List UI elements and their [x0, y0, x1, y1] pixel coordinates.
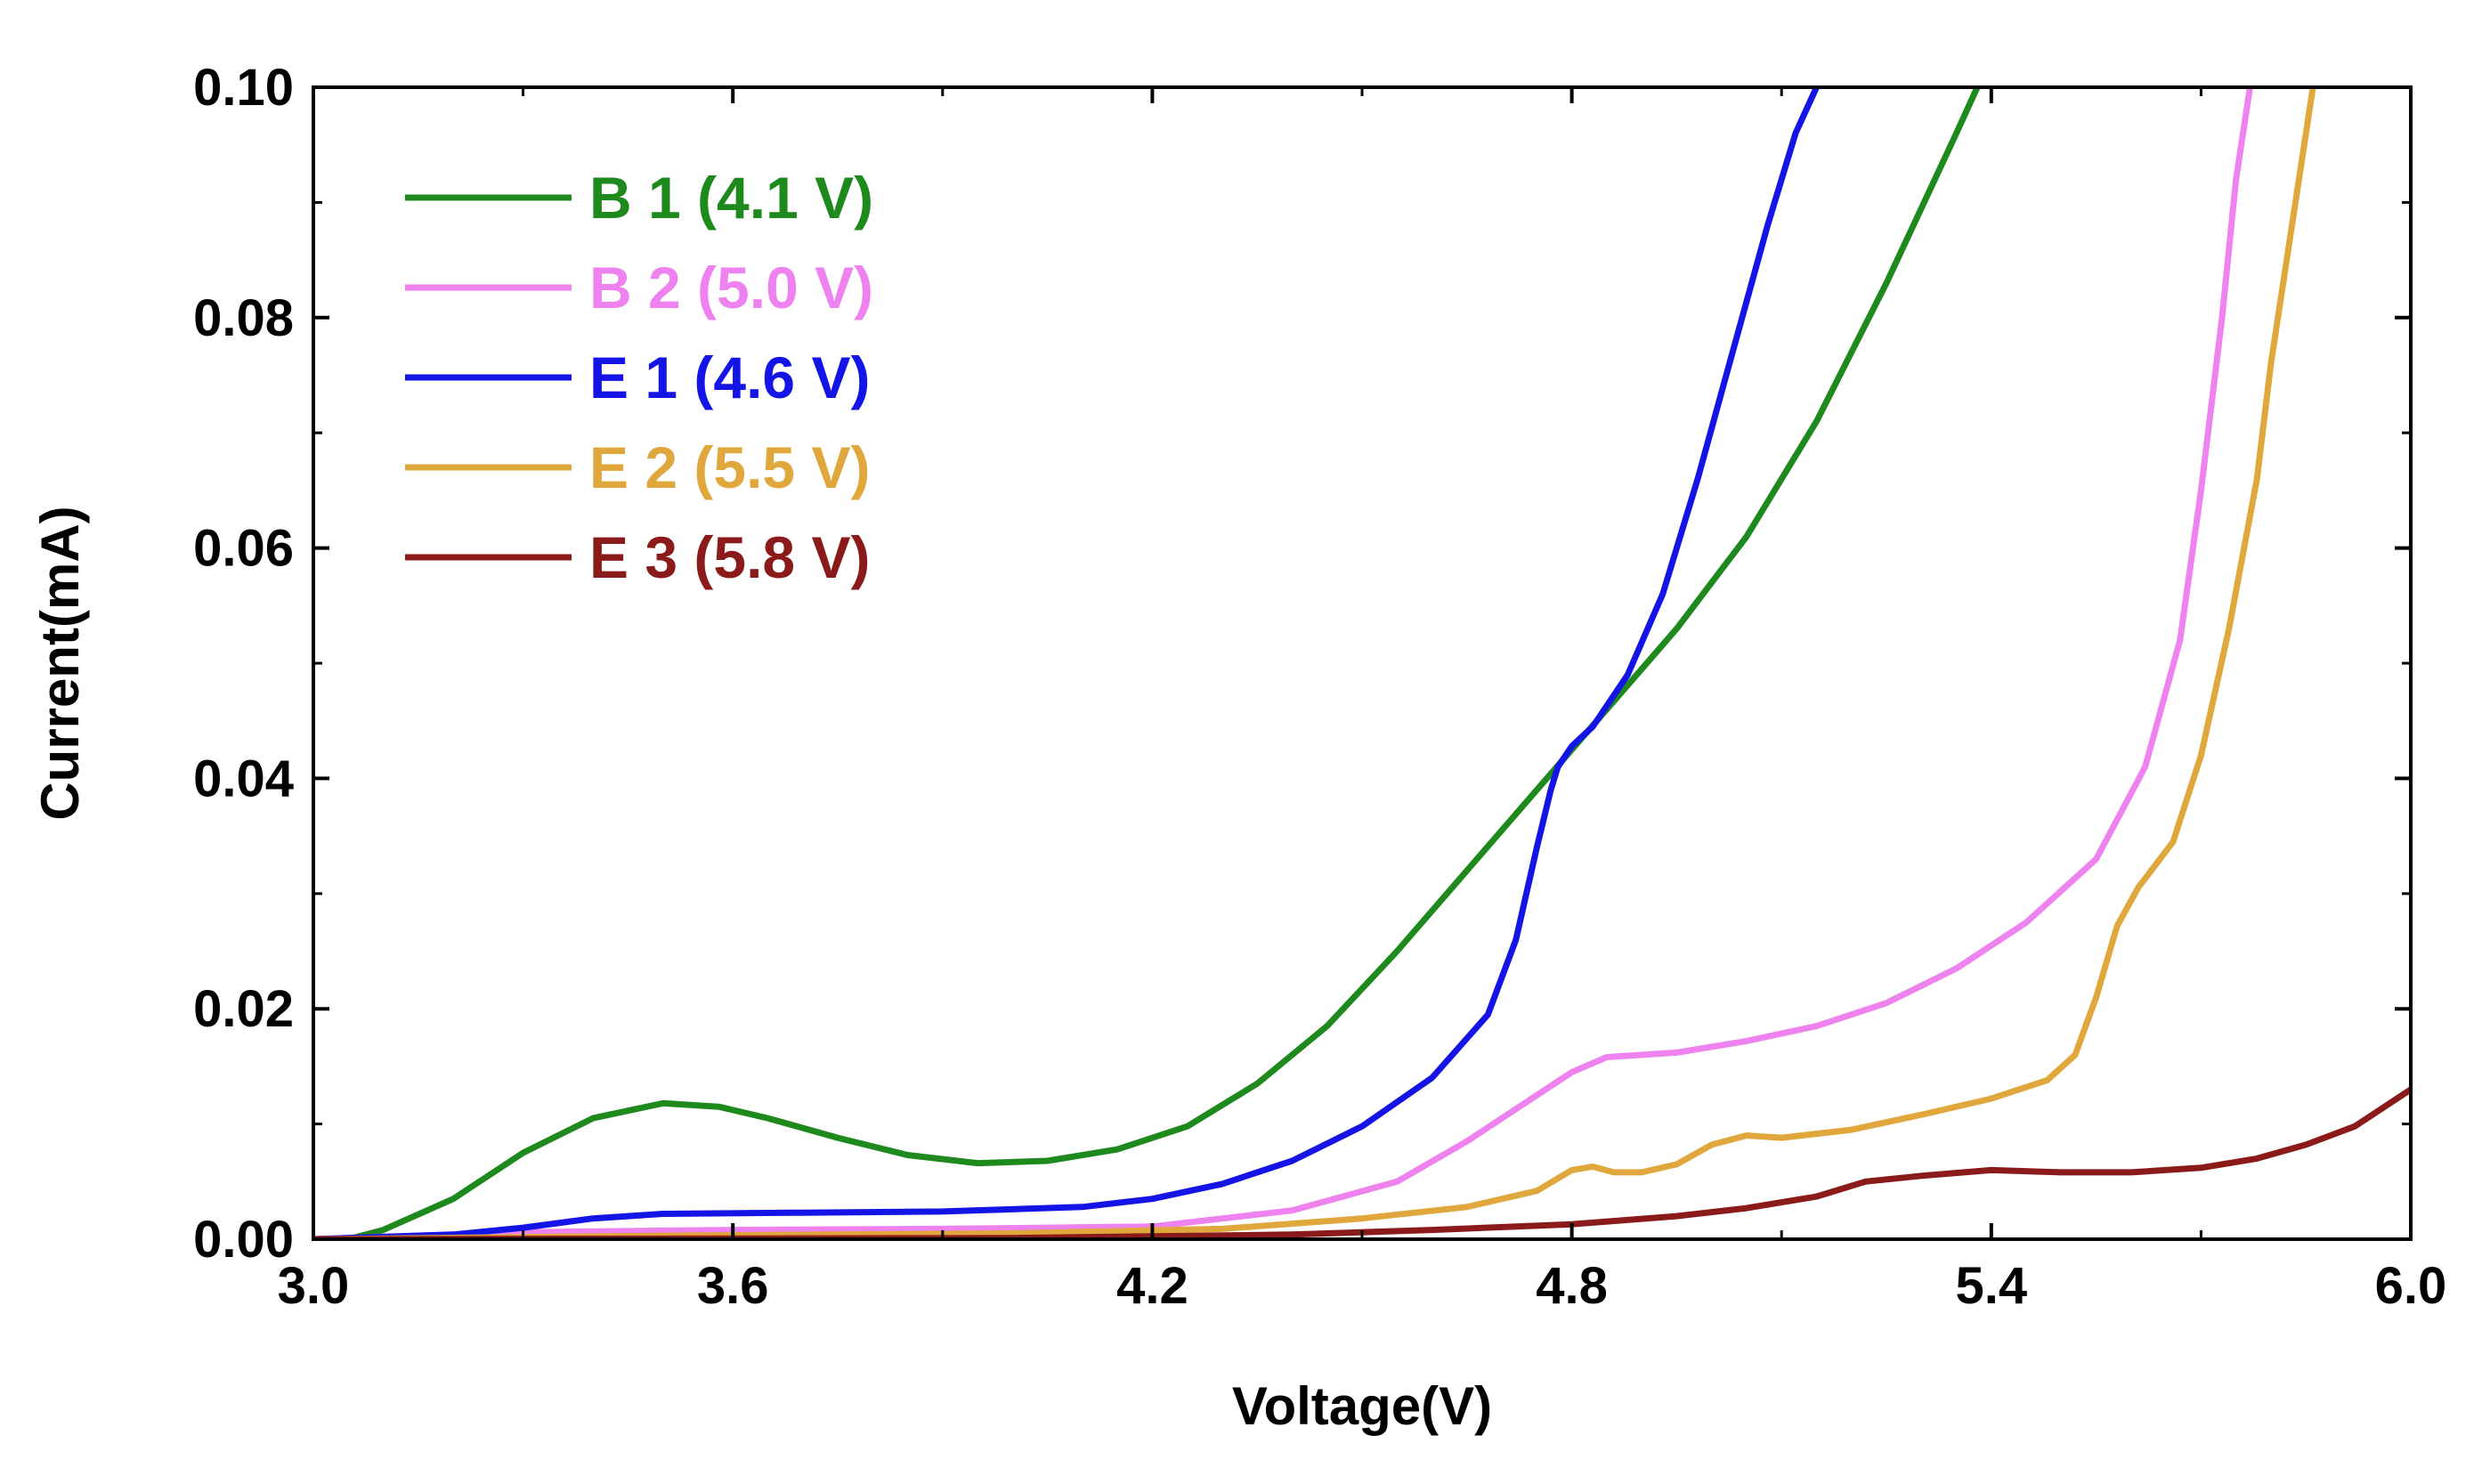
y-tick-label: 0.10 — [193, 59, 294, 117]
y-tick-label: 0.02 — [193, 980, 294, 1038]
series-line-4 — [313, 87, 2316, 1239]
y-axis-title: Current(mA) — [30, 506, 90, 820]
series-line-5 — [313, 1086, 2411, 1239]
y-tick-label: 0.04 — [193, 750, 294, 807]
series-line-3 — [313, 87, 1820, 1239]
y-tick-label: 0.06 — [193, 520, 294, 578]
x-tick-label: 3.6 — [697, 1257, 769, 1315]
ticks-layer: 3.0 3.6 4.2 4.8 5.4 6.0 0.00 0.02 0.04 0.06 0.08 0.… — [193, 59, 2446, 1315]
x-tick-label: 5.4 — [1955, 1257, 2027, 1315]
legend-label-2: B 2 (5.0 V) — [589, 255, 873, 320]
x-tick-label: 3.0 — [278, 1257, 350, 1315]
x-axis-title: Voltage(V) — [1232, 1376, 1492, 1436]
legend-label-3: E 1 (4.6 V) — [589, 345, 870, 410]
y-tick-label: 0.00 — [193, 1211, 294, 1269]
series-layer — [313, 87, 2411, 1239]
legend-label-4: E 2 (5.5 V) — [589, 434, 870, 500]
legend-label-5: E 3 (5.8 V) — [589, 524, 870, 590]
x-tick-label: 6.0 — [2375, 1257, 2447, 1315]
legend: B 1 (4.1 V) B 2 (5.0 V) E 1 (4.6 V) E 2 (5.… — [405, 165, 873, 590]
series-line-1 — [313, 87, 1981, 1239]
series-line-2 — [313, 87, 2253, 1239]
x-tick-label: 4.2 — [1116, 1257, 1188, 1315]
x-tick-label: 4.8 — [1536, 1257, 1608, 1315]
legend-label-1: B 1 (4.1 V) — [589, 165, 873, 231]
y-tick-label: 0.08 — [193, 289, 294, 347]
